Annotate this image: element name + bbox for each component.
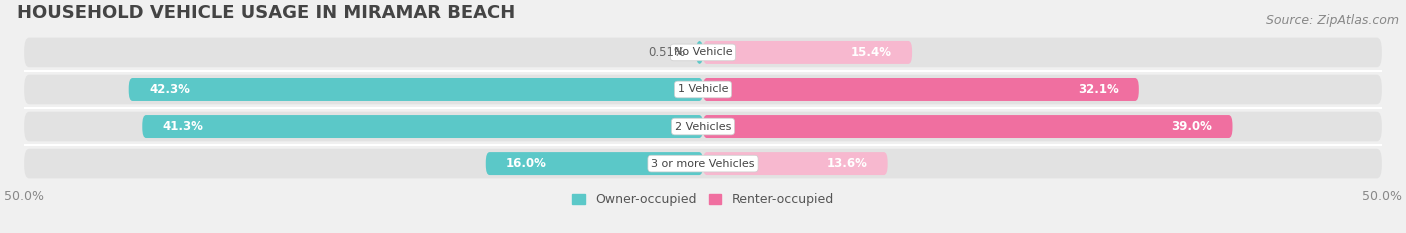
FancyBboxPatch shape — [24, 38, 1382, 67]
Text: 13.6%: 13.6% — [827, 157, 868, 170]
Text: HOUSEHOLD VEHICLE USAGE IN MIRAMAR BEACH: HOUSEHOLD VEHICLE USAGE IN MIRAMAR BEACH — [17, 4, 516, 22]
FancyBboxPatch shape — [24, 112, 1382, 141]
Text: 1 Vehicle: 1 Vehicle — [678, 85, 728, 95]
Text: 39.0%: 39.0% — [1171, 120, 1212, 133]
FancyBboxPatch shape — [703, 152, 887, 175]
Legend: Owner-occupied, Renter-occupied: Owner-occupied, Renter-occupied — [568, 188, 838, 211]
Text: 2 Vehicles: 2 Vehicles — [675, 122, 731, 132]
FancyBboxPatch shape — [696, 41, 703, 64]
FancyBboxPatch shape — [142, 115, 703, 138]
Text: 15.4%: 15.4% — [851, 46, 891, 59]
FancyBboxPatch shape — [703, 78, 1139, 101]
FancyBboxPatch shape — [24, 75, 1382, 104]
Text: 3 or more Vehicles: 3 or more Vehicles — [651, 159, 755, 169]
FancyBboxPatch shape — [24, 149, 1382, 178]
FancyBboxPatch shape — [486, 152, 703, 175]
Text: 42.3%: 42.3% — [149, 83, 190, 96]
FancyBboxPatch shape — [703, 115, 1233, 138]
Text: 41.3%: 41.3% — [163, 120, 204, 133]
Text: 0.51%: 0.51% — [648, 46, 685, 59]
Text: 32.1%: 32.1% — [1077, 83, 1118, 96]
Text: Source: ZipAtlas.com: Source: ZipAtlas.com — [1265, 14, 1399, 27]
FancyBboxPatch shape — [703, 41, 912, 64]
Text: No Vehicle: No Vehicle — [673, 48, 733, 57]
Text: 16.0%: 16.0% — [506, 157, 547, 170]
FancyBboxPatch shape — [129, 78, 703, 101]
